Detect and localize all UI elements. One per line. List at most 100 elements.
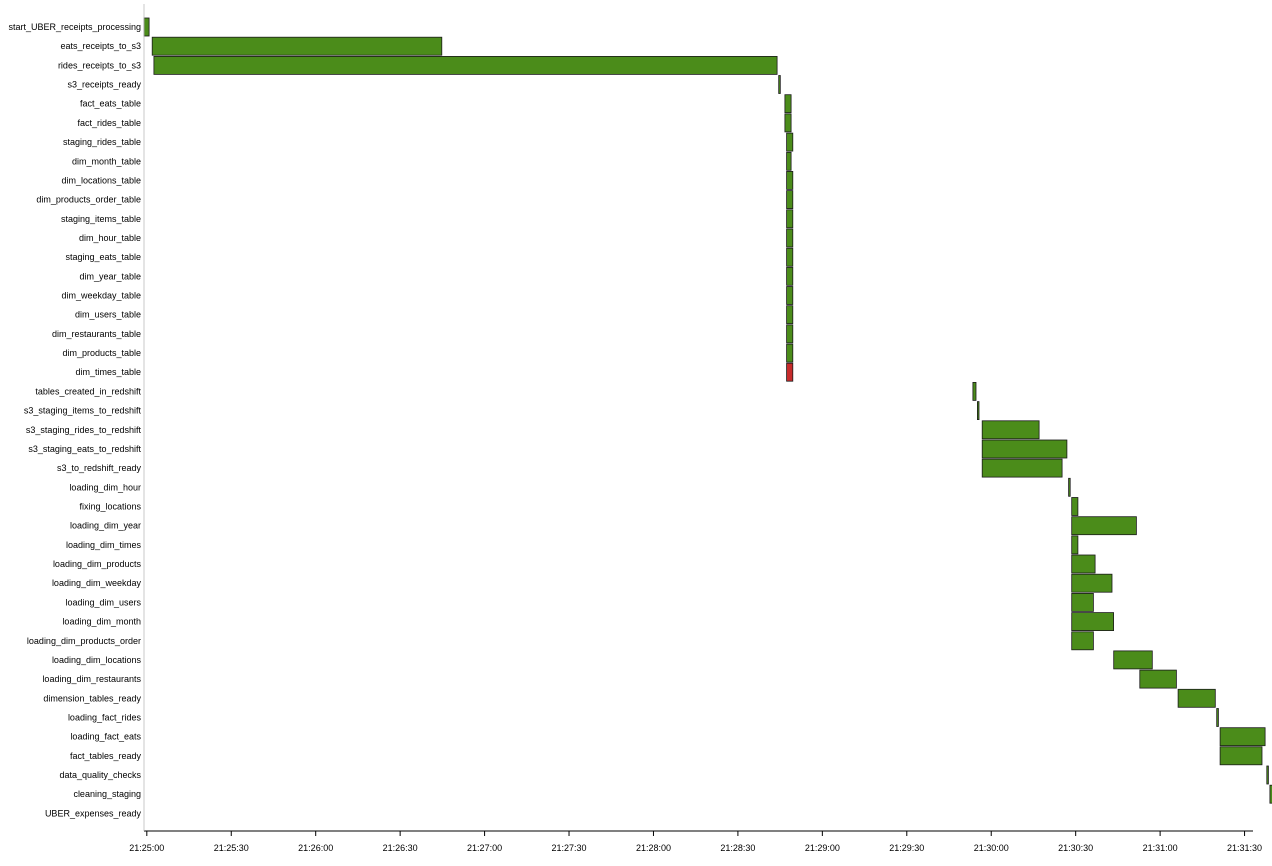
task-bar-dim-locations-table[interactable] [786, 170, 794, 190]
task-bar-dim-products-order-table[interactable] [786, 190, 794, 210]
task-bar-loading-dim-products-order[interactable] [1071, 631, 1094, 651]
task-label-loading-dim-hour: loading_dim_hour [69, 482, 141, 492]
task-label-dim-products-order-table: dim_products_order_table [36, 195, 141, 205]
task-label-dim-year-table: dim_year_table [79, 271, 141, 281]
x-tick-label: 21:25:30 [214, 843, 249, 853]
task-label-dim-restaurants-table: dim_restaurants_table [52, 329, 141, 339]
task-label-dim-products-table: dim_products_table [62, 348, 141, 358]
task-label-fact-eats-table: fact_eats_table [80, 99, 141, 109]
task-label-s3-to-redshift-ready: s3_to_redshift_ready [57, 463, 142, 473]
task-label-dim-hour-table: dim_hour_table [79, 233, 141, 243]
task-label-loading-dim-month: loading_dim_month [62, 617, 141, 627]
task-bar-start-uber-receipts-processing[interactable] [143, 17, 150, 37]
task-bar-staging-eats-table[interactable] [786, 247, 794, 267]
task-label-loading-dim-weekday: loading_dim_weekday [52, 578, 142, 588]
x-tick-label: 21:31:30 [1227, 843, 1262, 853]
task-bar-s3-to-redshift-ready[interactable] [981, 458, 1063, 478]
x-tick-label: 21:25:00 [129, 843, 164, 853]
task-label-s3-staging-items-to-redshift: s3_staging_items_to_redshift [24, 406, 142, 416]
task-label-rides-receipts-to-s3: rides_receipts_to_s3 [58, 60, 141, 70]
task-bar-loading-dim-weekday[interactable] [1071, 573, 1113, 593]
task-bar-staging-rides-table[interactable] [786, 132, 794, 152]
task-bar-dim-weekday-table[interactable] [786, 286, 794, 305]
task-bar-fact-rides-table[interactable] [784, 113, 792, 133]
task-bar-fact-tables-ready[interactable] [1219, 746, 1263, 766]
task-bar-loading-fact-rides[interactable] [1216, 708, 1219, 727]
task-label-start-uber-receipts-processing: start_UBER_receipts_processing [8, 22, 141, 32]
task-label-dim-weekday-table: dim_weekday_table [61, 291, 141, 301]
task-label-loading-dim-users: loading_dim_users [65, 597, 141, 607]
task-label-staging-items-table: staging_items_table [61, 214, 141, 224]
task-label-uber-expenses-ready: UBER_expenses_ready [45, 808, 142, 818]
task-label-staging-rides-table: staging_rides_table [63, 137, 141, 147]
x-tick-label: 21:27:30 [551, 843, 586, 853]
task-bar-dim-year-table[interactable] [786, 266, 794, 286]
task-label-fact-rides-table: fact_rides_table [77, 118, 141, 128]
task-bar-eats-receipts-to-s3[interactable] [151, 36, 443, 56]
task-bar-s3-receipts-ready[interactable] [778, 75, 781, 94]
task-label-fact-tables-ready: fact_tables_ready [70, 751, 142, 761]
task-label-dim-users-table: dim_users_table [75, 310, 141, 320]
task-label-loading-fact-eats: loading_fact_eats [70, 732, 141, 742]
task-bar-loading-dim-hour[interactable] [1068, 477, 1071, 497]
task-bar-dim-users-table[interactable] [786, 305, 794, 325]
task-label-s3-staging-eats-to-redshift: s3_staging_eats_to_redshift [28, 444, 141, 454]
task-label-dim-times-table: dim_times_table [75, 367, 141, 377]
task-bar-dim-hour-table[interactable] [786, 228, 794, 248]
task-label-loading-dim-times: loading_dim_times [66, 540, 142, 550]
task-labels: start_UBER_receipts_processing eats_recei… [8, 22, 141, 818]
task-label-loading-fact-rides: loading_fact_rides [68, 712, 142, 722]
x-tick-label: 21:26:00 [298, 843, 333, 853]
task-label-fixing-locations: fixing_locations [79, 502, 141, 512]
x-tick-label: 21:28:30 [720, 843, 755, 853]
task-label-data-quality-checks: data_quality_checks [59, 770, 141, 780]
task-label-loading-dim-products: loading_dim_products [53, 559, 142, 569]
x-tick-label: 21:30:30 [1058, 843, 1093, 853]
x-tick-label: 21:26:30 [383, 843, 418, 853]
x-tick-label: 21:27:00 [467, 843, 502, 853]
task-bar-s3-staging-eats-to-redshift[interactable] [981, 439, 1068, 459]
task-bar-loading-dim-restaurants[interactable] [1139, 669, 1177, 689]
task-label-eats-receipts-to-s3: eats_receipts_to_s3 [60, 41, 141, 51]
task-label-cleaning-staging: cleaning_staging [73, 789, 141, 799]
task-bar-loading-dim-month[interactable] [1071, 612, 1114, 631]
task-bar-dim-times-table[interactable] [786, 362, 794, 382]
x-tick-label: 21:29:00 [805, 843, 840, 853]
task-bar-fixing-locations[interactable] [1071, 497, 1079, 516]
task-label-loading-dim-year: loading_dim_year [70, 521, 141, 531]
task-bars [143, 17, 1272, 804]
x-axis: 21:25:00 21:25:30 21:26:00 21:26:30 21:27:00… [129, 4, 1262, 853]
task-bar-rides-receipts-to-s3[interactable] [153, 56, 778, 75]
task-bar-dim-month-table[interactable] [786, 151, 792, 171]
x-tick-label: 21:31:00 [1143, 843, 1178, 853]
x-tick-label: 21:29:30 [889, 843, 924, 853]
task-bar-fact-eats-table[interactable] [784, 94, 792, 114]
x-tick-label: 21:28:00 [636, 843, 671, 853]
task-bar-data-quality-checks[interactable] [1266, 765, 1269, 785]
task-bar-loading-dim-times[interactable] [1071, 535, 1079, 555]
task-label-staging-eats-table: staging_eats_table [65, 252, 141, 262]
task-bar-s3-staging-items-to-redshift[interactable] [977, 401, 980, 421]
task-bar-dimension-tables-ready[interactable] [1177, 688, 1216, 708]
task-bar-loading-dim-locations[interactable] [1113, 650, 1153, 670]
task-label-loading-dim-restaurants: loading_dim_restaurants [42, 674, 141, 684]
task-label-tables-created-in-redshift: tables_created_in_redshift [35, 386, 141, 396]
x-tick-label: 21:30:00 [974, 843, 1009, 853]
task-bar-cleaning-staging[interactable] [1269, 784, 1272, 804]
task-bar-loading-dim-products[interactable] [1071, 554, 1096, 574]
task-bar-staging-items-table[interactable] [786, 209, 794, 229]
task-bar-s3-staging-rides-to-redshift[interactable] [981, 420, 1040, 440]
task-label-s3-receipts-ready: s3_receipts_ready [67, 80, 141, 90]
task-label-loading-dim-locations: loading_dim_locations [52, 655, 142, 665]
task-bar-loading-dim-year[interactable] [1071, 516, 1137, 536]
task-label-s3-staging-rides-to-redshift: s3_staging_rides_to_redshift [26, 425, 142, 435]
task-bar-loading-fact-eats[interactable] [1219, 727, 1266, 747]
task-label-dim-locations-table: dim_locations_table [61, 175, 141, 185]
task-bar-dim-restaurants-table[interactable] [786, 324, 794, 344]
task-bar-loading-dim-users[interactable] [1071, 593, 1094, 612]
task-label-dim-month-table: dim_month_table [72, 156, 141, 166]
task-bar-tables-created-in-redshift[interactable] [972, 381, 977, 401]
task-bar-dim-products-table[interactable] [786, 343, 794, 363]
task-label-loading-dim-products-order: loading_dim_products_order [27, 636, 141, 646]
